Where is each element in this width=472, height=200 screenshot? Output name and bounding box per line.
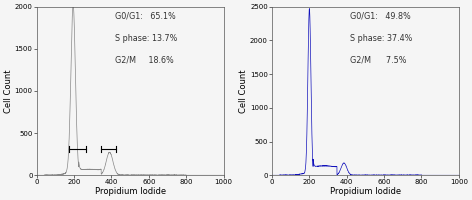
Text: S phase: 37.4%: S phase: 37.4% bbox=[351, 34, 413, 43]
X-axis label: Propidium Iodide: Propidium Iodide bbox=[94, 187, 166, 196]
Text: G0/G1:   49.8%: G0/G1: 49.8% bbox=[351, 12, 411, 21]
Text: G2/M      7.5%: G2/M 7.5% bbox=[351, 56, 407, 65]
Text: G2/M     18.6%: G2/M 18.6% bbox=[115, 56, 174, 65]
Y-axis label: Cell Count: Cell Count bbox=[4, 69, 13, 113]
Text: G0/G1:   65.1%: G0/G1: 65.1% bbox=[115, 12, 176, 21]
Y-axis label: Cell Count: Cell Count bbox=[239, 69, 248, 113]
Text: S phase: 13.7%: S phase: 13.7% bbox=[115, 34, 177, 43]
X-axis label: Propidium Iodide: Propidium Iodide bbox=[330, 187, 401, 196]
